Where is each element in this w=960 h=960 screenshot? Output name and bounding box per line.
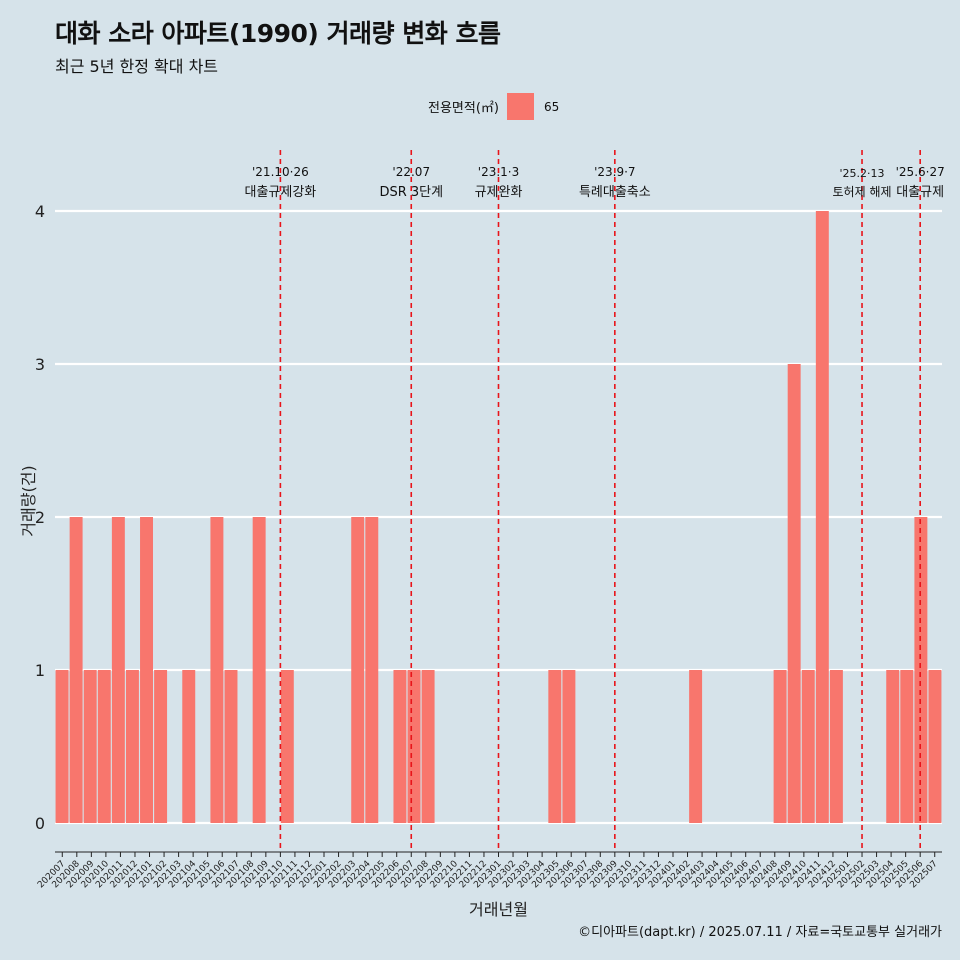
legend-color-key bbox=[506, 93, 534, 120]
y-tick-label: 3 bbox=[35, 355, 45, 374]
annotation-label: 대출규제 bbox=[896, 185, 944, 200]
bar bbox=[801, 670, 815, 823]
bar bbox=[393, 670, 407, 823]
annotation-date: '25.2·13 bbox=[840, 167, 885, 180]
chart-subtitle: 최근 5년 한정 확대 차트 bbox=[55, 57, 219, 76]
bar bbox=[914, 517, 928, 823]
annotation-date: '23.9·7 bbox=[594, 165, 635, 179]
annotation-label: 특례대출축소 bbox=[579, 185, 651, 200]
y-tick-label: 1 bbox=[35, 661, 45, 680]
bar bbox=[886, 670, 900, 823]
bar bbox=[125, 670, 139, 823]
bar bbox=[280, 670, 294, 823]
bar bbox=[787, 364, 801, 823]
annotation-label: 대출규제강화 bbox=[245, 185, 317, 200]
bar bbox=[351, 517, 365, 823]
bar bbox=[829, 670, 843, 823]
annotation-date: '25.6·27 bbox=[896, 165, 945, 179]
annotation-date: '21.10·26 bbox=[252, 165, 309, 179]
bar bbox=[252, 517, 266, 823]
bar bbox=[928, 670, 942, 823]
annotation-date: '22.07 bbox=[392, 165, 430, 179]
bar bbox=[224, 670, 238, 823]
y-tick-label: 0 bbox=[35, 814, 45, 833]
bar bbox=[111, 517, 125, 823]
bar bbox=[97, 670, 111, 823]
legend-entry-label: 65 bbox=[543, 99, 560, 114]
y-axis-title: 거래량(건) bbox=[19, 465, 38, 536]
annotation-label: 토허제 해제 bbox=[833, 185, 892, 199]
legend-title: 전용면적(㎡) bbox=[428, 101, 499, 116]
annotation-label: 규제완화 bbox=[475, 185, 523, 200]
y-tick-label: 2 bbox=[35, 508, 45, 527]
bar bbox=[900, 670, 914, 823]
bar bbox=[154, 670, 168, 823]
bar bbox=[365, 517, 379, 823]
bar bbox=[140, 517, 153, 823]
bar bbox=[83, 670, 97, 823]
bar bbox=[182, 670, 196, 823]
bar bbox=[55, 670, 69, 823]
bar bbox=[562, 670, 576, 823]
bar bbox=[548, 670, 562, 823]
bar bbox=[815, 211, 829, 823]
bar bbox=[69, 517, 83, 823]
bar bbox=[210, 517, 224, 823]
chart-caption: ©디아파트(dapt.kr) / 2025.07.11 / 자료=국토교통부 실… bbox=[578, 925, 942, 940]
chart-title: 대화 소라 아파트(1990) 거래량 변화 흐름 bbox=[55, 19, 501, 48]
bar bbox=[421, 670, 435, 823]
bar bbox=[689, 670, 703, 823]
bar bbox=[773, 670, 787, 823]
x-axis-title: 거래년월 bbox=[469, 900, 528, 919]
annotation-label: DSR 3단계 bbox=[379, 185, 443, 200]
annotation-date: '23.1·3 bbox=[478, 165, 519, 179]
bar bbox=[407, 670, 421, 823]
y-tick-label: 4 bbox=[35, 202, 45, 221]
legend: 전용면적(㎡) 65 bbox=[428, 93, 559, 120]
